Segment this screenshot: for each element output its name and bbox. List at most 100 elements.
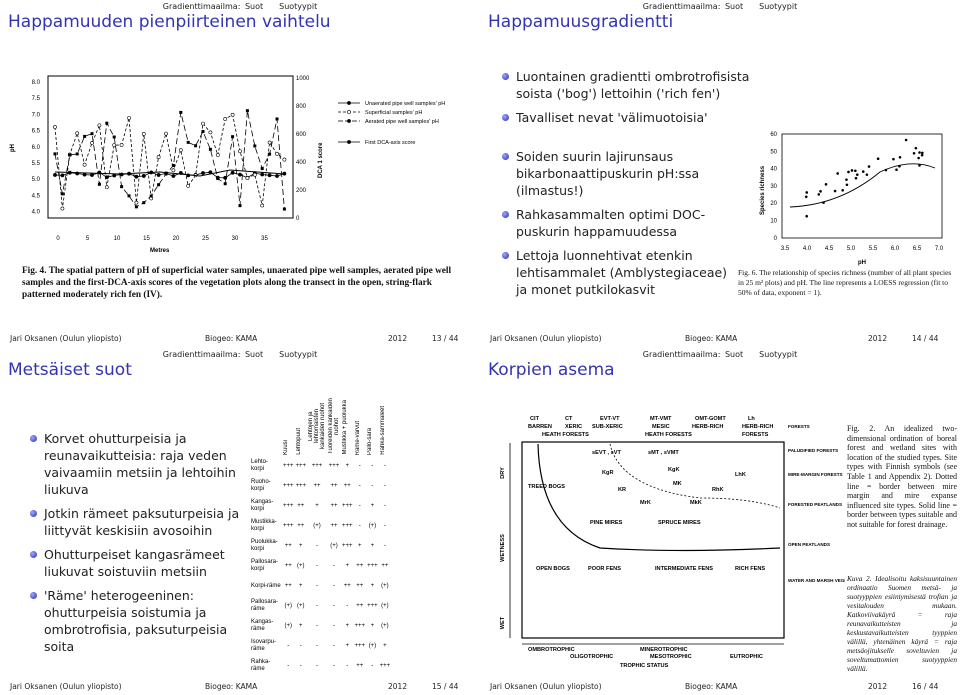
column-header: Räme-varvut bbox=[354, 396, 367, 456]
x-axis-label: pH bbox=[858, 260, 866, 266]
column-header-text: Pallo-sara bbox=[367, 427, 374, 455]
diagram-label: MESIC bbox=[652, 424, 670, 430]
table-cell: - bbox=[299, 643, 302, 649]
table-cell: +++ bbox=[311, 463, 323, 469]
profile-marker bbox=[104, 185, 109, 190]
scatter-point bbox=[804, 195, 808, 199]
table-cell: + bbox=[370, 583, 375, 589]
profile-marker bbox=[105, 121, 109, 125]
x-tick-label: 7.0 bbox=[935, 246, 944, 252]
bullet-item: Luontainen gradientti ombrotrofisista so… bbox=[500, 68, 760, 102]
y-tick-label: 20 bbox=[770, 201, 777, 207]
x-tick-label: 6.0 bbox=[891, 246, 900, 252]
table-cell: - bbox=[316, 623, 319, 629]
diagram-label: RhK bbox=[712, 487, 724, 493]
y-tick-label: 60 bbox=[770, 132, 777, 138]
y-tick-label: 4.0 bbox=[32, 210, 41, 216]
profile-marker bbox=[112, 135, 116, 139]
profile-marker bbox=[90, 132, 94, 136]
diagram-label: KR bbox=[618, 487, 626, 493]
table-row: Puolukka-korpi ++ + - (+) +++ + + - bbox=[250, 536, 391, 556]
subsection-label: Suotyypit bbox=[759, 350, 798, 359]
caption-en: Fig. 2. An idealized two-dimensional ord… bbox=[847, 424, 957, 529]
legend-label: Superficial samples' pH bbox=[365, 110, 422, 116]
profile-marker bbox=[260, 203, 265, 208]
table-cell: ++ bbox=[356, 563, 364, 569]
table-cell: - bbox=[358, 503, 361, 509]
footer-author: Jari Oksanen (Oulun yliopisto) bbox=[490, 682, 602, 691]
slide-header: Gradienttimaailma: Suot Suotyypit bbox=[480, 350, 960, 359]
table-cell: - bbox=[316, 583, 319, 589]
figure-caption: Fig. 6. The relationship of species rich… bbox=[738, 268, 952, 297]
profile-marker bbox=[260, 172, 265, 177]
table-cell: + bbox=[345, 623, 350, 629]
profile-marker bbox=[112, 173, 117, 178]
table-cell: - bbox=[333, 663, 336, 669]
footer-year: 2012 bbox=[868, 682, 888, 691]
profile-marker bbox=[149, 194, 153, 198]
y-axis-label: pH bbox=[10, 144, 16, 152]
slide-footer: Jari Oksanen (Oulun yliopisto) Biogeo: KA… bbox=[0, 334, 480, 346]
table-cell: (+) bbox=[368, 523, 377, 529]
y-tick-label: 6.5 bbox=[32, 129, 41, 135]
x-tick-label: 0 bbox=[56, 236, 60, 242]
diagram-label: MINEROTROPHIC bbox=[640, 647, 688, 653]
x-tick-label: 20 bbox=[173, 236, 180, 242]
caption-fi: Kuva 2. Idealisoitu kaksisuuntainen ordi… bbox=[847, 574, 957, 673]
y-tick-label: 30 bbox=[770, 184, 777, 190]
table-cell: (+) bbox=[381, 583, 389, 589]
profile-marker bbox=[267, 140, 272, 145]
scatter-point bbox=[841, 188, 844, 192]
diagram-label: MT-VMT bbox=[650, 416, 672, 422]
table-cell: +++ bbox=[283, 503, 294, 509]
profile-marker bbox=[186, 183, 191, 188]
table-cell: (+) bbox=[381, 623, 389, 629]
footer-page: 15 / 44 bbox=[432, 682, 459, 691]
table-cell: (+) bbox=[381, 603, 389, 609]
footer-author: Jari Oksanen (Oulun yliopisto) bbox=[10, 334, 122, 343]
slide-header: Gradienttimaailma: Suot Suotyypit bbox=[0, 2, 480, 11]
diagram-label: Lh bbox=[748, 416, 755, 422]
x-tick-label: 4.5 bbox=[825, 246, 834, 252]
y2-tick-label: 200 bbox=[296, 188, 307, 194]
scatter-point bbox=[876, 157, 880, 161]
bullet-item: Rahkasammalten optimi DOC-puskurin happa… bbox=[500, 206, 740, 240]
table-cell: + bbox=[370, 543, 375, 549]
table-cell: +++ bbox=[354, 623, 366, 629]
profile-marker bbox=[119, 143, 124, 147]
diagram-label: TREED BOGS bbox=[528, 484, 565, 490]
x-tick-label: 3.5 bbox=[781, 246, 790, 252]
table-cell: (+) bbox=[297, 603, 305, 609]
x-tick-label: 25 bbox=[202, 236, 209, 242]
table-cell: + bbox=[370, 503, 375, 509]
row-label: Puolukka-korpi bbox=[251, 539, 278, 552]
table-cell: - bbox=[371, 463, 374, 469]
table-cell: + bbox=[345, 463, 350, 469]
x-tick-label: 30 bbox=[232, 236, 239, 242]
bullet-item: 'Räme' heterogeeninen: ohutturpeisia soi… bbox=[28, 587, 243, 655]
slide-footer: Jari Oksanen (Oulun yliopisto) Biogeo: KA… bbox=[0, 682, 480, 694]
section-label: Gradienttimaailma: Suot bbox=[162, 350, 264, 359]
column-header: Pallo-sara bbox=[366, 396, 379, 456]
axis-label: DRY bbox=[500, 467, 506, 479]
row-label: Mustikka-korpi bbox=[251, 519, 277, 532]
table-row: Pallosara-räme (+) (+) - - - ++ +++ (+) bbox=[250, 596, 391, 616]
profile-marker bbox=[238, 149, 242, 154]
bullet-item: Lettoja luonnehtivat etenkin lehtisammal… bbox=[500, 247, 740, 298]
table-cell: +++ bbox=[342, 523, 353, 529]
figure-caption: Fig. 4. The spatial pattern of pH of sup… bbox=[22, 266, 452, 300]
profile-marker bbox=[53, 152, 57, 156]
richness-figure: 60 50 40 30 20 10 03.5 4.0 4.5 5.0 5.5 6.0 6.5 7.0 pH S… bbox=[760, 132, 944, 266]
column-header: Kuusi bbox=[282, 396, 295, 456]
profile-marker bbox=[127, 194, 131, 198]
slide: Gradienttimaailma: Suot Suotyypit Happamuu… bbox=[480, 0, 960, 347]
profile-line bbox=[54, 114, 285, 209]
table-row: Korpi-räme ++ + - - ++ ++ + (+) bbox=[250, 576, 391, 596]
table-cell: ++ bbox=[356, 663, 364, 669]
x-tick-label: 5 bbox=[86, 236, 90, 242]
profile-marker bbox=[230, 112, 235, 117]
diagram-label: WATER AND MARSH VEGETATION bbox=[788, 578, 845, 583]
legend-label: Unaerated pipe well samples' pH bbox=[365, 101, 445, 107]
profile-marker bbox=[60, 206, 65, 211]
row-label: Kangas-korpi bbox=[251, 499, 274, 512]
